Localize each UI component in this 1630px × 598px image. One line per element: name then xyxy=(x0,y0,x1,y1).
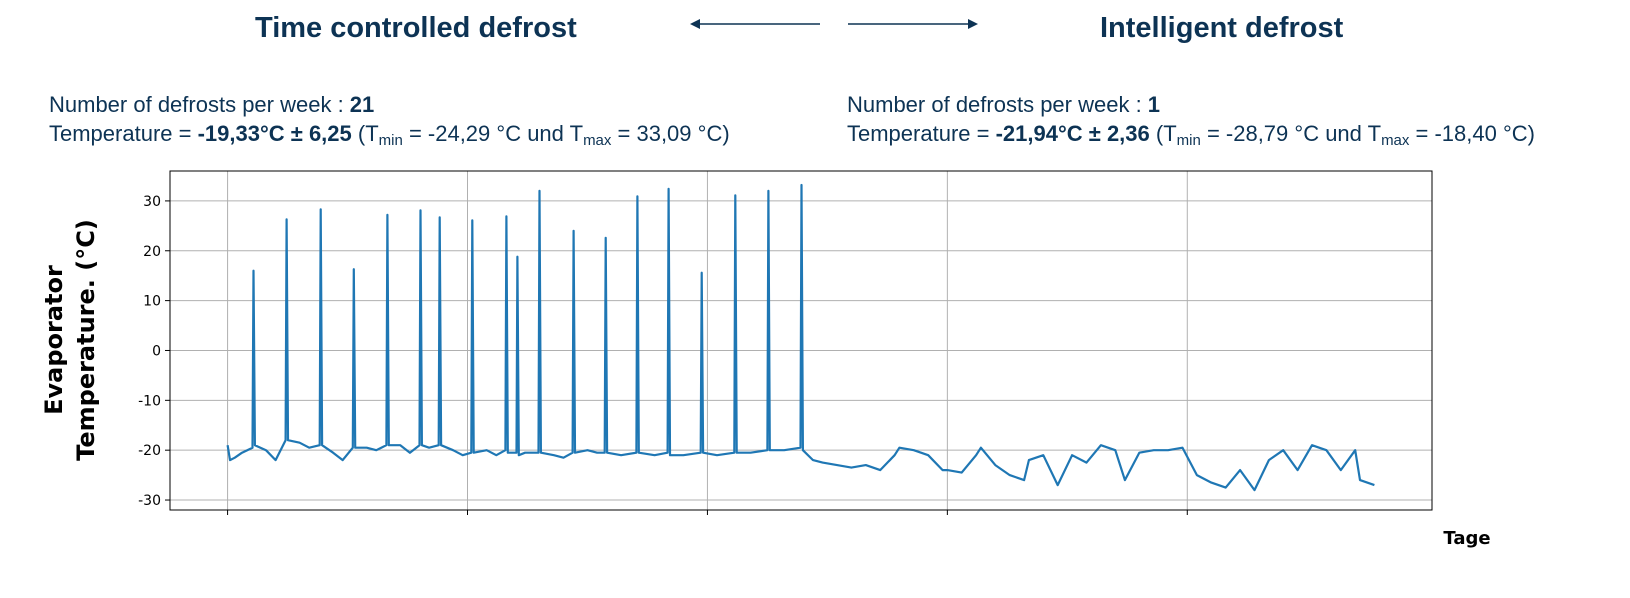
x-axis-label: Tage xyxy=(1443,528,1490,549)
sub: min xyxy=(378,132,403,149)
y-axis-label: Temperature. (°C) xyxy=(72,219,100,461)
value: 21 xyxy=(349,92,375,117)
arrows xyxy=(690,19,978,29)
text: (T xyxy=(1149,121,1177,146)
text: = -18,40 °C) xyxy=(1409,121,1535,146)
label: Number of defrosts per week : xyxy=(49,92,350,117)
value: 1 xyxy=(1147,92,1161,117)
text: (T xyxy=(351,121,379,146)
sub: max xyxy=(583,132,612,149)
label: Temperature = xyxy=(847,121,996,146)
sub: min xyxy=(1176,132,1201,149)
right-temp: Temperature = -21,94°C ± 2,36 (Tmin = -2… xyxy=(847,121,1535,149)
y-tick-label: -10 xyxy=(138,393,161,409)
label: Number of defrosts per week : xyxy=(847,92,1148,117)
y-tick-label: 10 xyxy=(143,294,161,310)
value: -21,94°C ± 2,36 xyxy=(995,121,1150,146)
right-title: Intelligent defrost xyxy=(1100,12,1344,44)
right-count: Number of defrosts per week : 1 xyxy=(847,92,1160,118)
y-axis-label: Evaporator xyxy=(40,265,68,415)
text: = -28,79 °C und T xyxy=(1200,121,1382,146)
y-tick-label: 30 xyxy=(143,194,161,210)
value: -19,33°C ± 6,25 xyxy=(197,121,352,146)
left-count: Number of defrosts per week : 21 xyxy=(49,92,374,118)
y-tick-label: -30 xyxy=(138,493,161,509)
text: = 33,09 °C) xyxy=(611,121,730,146)
left-title: Time controlled defrost xyxy=(255,12,577,44)
y-tick-label: 20 xyxy=(143,244,161,260)
left-temp: Temperature = -19,33°C ± 6,25 (Tmin = -2… xyxy=(49,121,730,149)
plot-frame xyxy=(169,170,1433,511)
label: Temperature = xyxy=(49,121,198,146)
y-tick-label: 0 xyxy=(152,343,161,359)
y-tick-label: -20 xyxy=(138,443,161,459)
sub: max xyxy=(1381,132,1410,149)
line xyxy=(226,183,1375,492)
text: = -24,29 °C und T xyxy=(402,121,584,146)
